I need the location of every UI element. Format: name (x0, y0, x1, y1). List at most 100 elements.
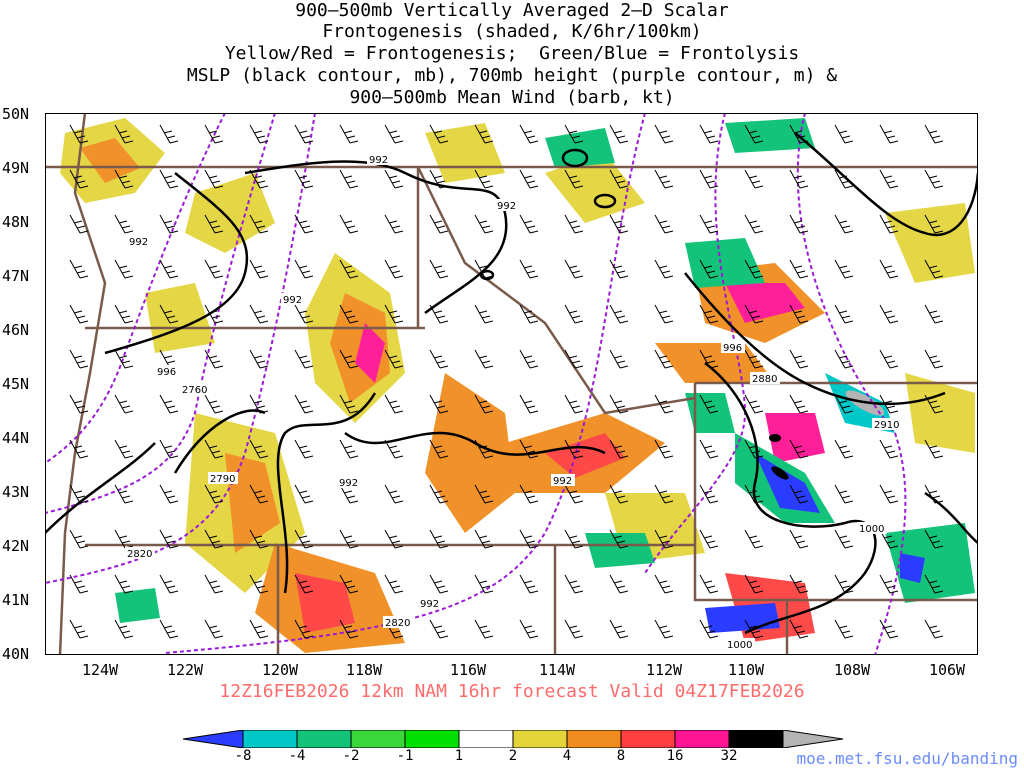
mslp-closed-contour (593, 193, 617, 209)
wind-barb (789, 304, 809, 324)
wind-barb (159, 484, 179, 504)
wind-barb (339, 529, 359, 549)
height-label: 2910 (874, 420, 899, 431)
colorbar-bin (512, 730, 568, 748)
wind-barb (519, 214, 539, 234)
colorbar-tick-label: 2 (508, 748, 518, 764)
label-bg (367, 153, 391, 165)
wind-barb (699, 169, 719, 189)
frontogenesis-region (80, 138, 140, 183)
wind-barb (474, 124, 494, 144)
wind-barb (204, 619, 224, 639)
mslp-label: 996 (157, 367, 176, 378)
frontogenesis-core (771, 466, 789, 480)
wind-barb (654, 124, 674, 144)
wind-barb (384, 574, 404, 594)
wind-barb (744, 349, 764, 369)
wind-barb (429, 214, 449, 234)
frontogenesis-region (765, 413, 825, 463)
colorbar-tick-label: -8 (234, 748, 252, 764)
height-contour (45, 113, 226, 464)
colorbar-tick-label: -4 (288, 748, 306, 764)
wind-barb (69, 574, 89, 594)
frontolysis-region (885, 523, 975, 603)
colorbar-bin (566, 730, 622, 748)
frontogenesis-core (769, 434, 781, 442)
wind-barb (429, 259, 449, 279)
wind-barb (294, 529, 314, 549)
lon-label-112w: 112W (645, 661, 683, 679)
wind-barb (609, 214, 629, 234)
lat-label-45: 45N (2, 375, 30, 393)
mslp-label: 992 (497, 201, 516, 212)
frontolysis-region (725, 118, 815, 153)
wind-barb (699, 304, 719, 324)
wind-barb (519, 349, 539, 369)
wind-barb (924, 484, 944, 504)
wind-barb (429, 124, 449, 144)
wind-barb (924, 529, 944, 549)
wind-barb (834, 349, 854, 369)
wind-barb (69, 304, 89, 324)
height-label: 2820 (127, 549, 152, 560)
wind-barb (654, 349, 674, 369)
wind-barb (609, 484, 629, 504)
wind-barb (609, 394, 629, 414)
wind-barb (429, 304, 449, 324)
wind-barb (924, 439, 944, 459)
wind-barb (564, 529, 584, 549)
wind-barb (744, 439, 764, 459)
lon-label-106w: 106W (928, 661, 966, 679)
wind-barb (609, 619, 629, 639)
wind-barb (159, 529, 179, 549)
wind-barb (339, 439, 359, 459)
wind-barb (69, 124, 89, 144)
wind-barb (879, 349, 899, 369)
label-bg (337, 476, 361, 488)
wind-barb (69, 484, 89, 504)
wind-barb (159, 439, 179, 459)
wind-barb (699, 619, 719, 639)
wind-barb (249, 214, 269, 234)
colorbar-tick-label: 1 (454, 748, 464, 764)
state-borders (45, 113, 978, 655)
height-label: 2790 (210, 474, 235, 485)
frontogenesis-region (885, 203, 975, 283)
wind-barb (249, 439, 269, 459)
lat-label-42: 42N (2, 537, 30, 555)
wind-barb (654, 574, 674, 594)
credit-url[interactable]: moe.met.fsu.edu/banding (796, 749, 1018, 768)
wind-barbs (69, 124, 944, 639)
wind-barb (789, 394, 809, 414)
wind-barb (834, 439, 854, 459)
wind-barb (744, 304, 764, 324)
wind-barb (654, 214, 674, 234)
wind-barb (384, 349, 404, 369)
wind-barb (609, 124, 629, 144)
wind-barb (294, 349, 314, 369)
colorbar-bins (242, 730, 784, 748)
wind-barb (744, 394, 764, 414)
wind-barb (564, 439, 584, 459)
wind-barb (69, 169, 89, 189)
wind-barb (744, 574, 764, 594)
wind-barb (609, 304, 629, 324)
wind-barb (879, 619, 899, 639)
mslp-closed-contour (561, 148, 589, 168)
lon-label-122w: 122W (166, 661, 204, 679)
wind-barb (114, 394, 134, 414)
wind-barb (564, 619, 584, 639)
wind-barb (744, 169, 764, 189)
mslp-label: 1000 (859, 524, 884, 535)
wind-barb (294, 439, 314, 459)
wind-barb (789, 529, 809, 549)
wind-barb (564, 484, 584, 504)
wind-barb (294, 394, 314, 414)
colorbar-bin (242, 730, 298, 748)
mslp-contours (45, 132, 978, 635)
wind-barb (69, 394, 89, 414)
wind-barb (834, 124, 854, 144)
wind-barb (699, 124, 719, 144)
wind-barb (69, 214, 89, 234)
wind-barb (474, 259, 494, 279)
